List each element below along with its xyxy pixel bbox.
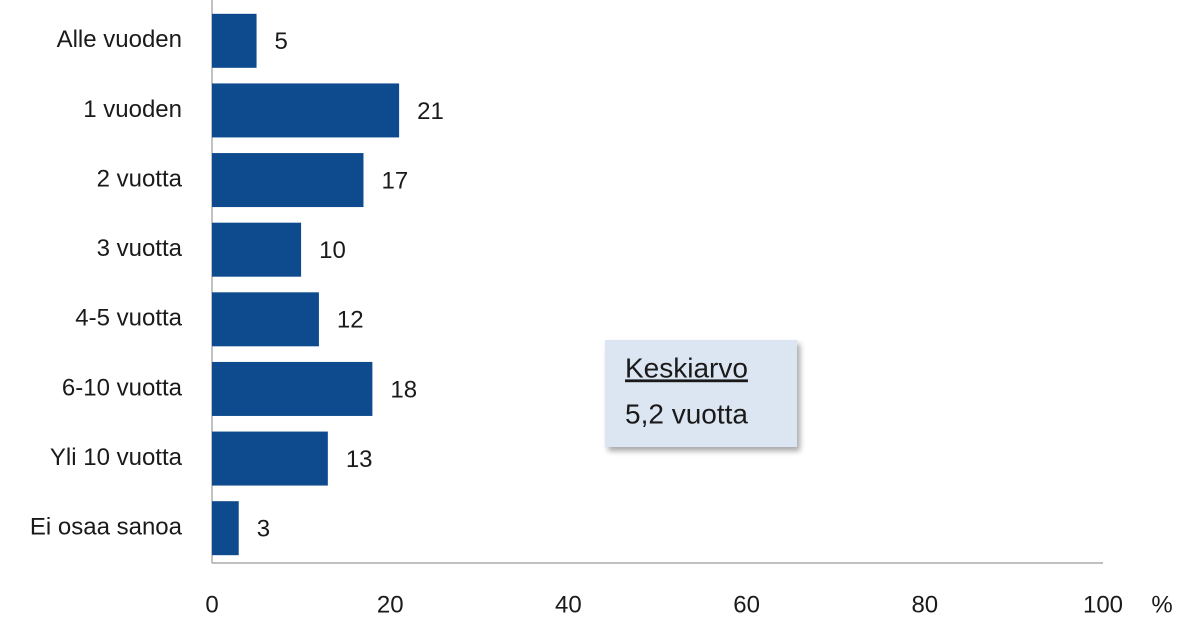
bar — [212, 361, 373, 416]
data-label: 5 — [275, 28, 288, 55]
bar — [212, 153, 364, 208]
data-label: 18 — [390, 376, 417, 403]
x-tick-label: 60 — [733, 591, 760, 618]
x-tick-label: 20 — [377, 591, 404, 618]
data-label: 12 — [337, 307, 364, 334]
y-tick-label: 2 vuotta — [97, 165, 183, 192]
bar — [212, 83, 400, 138]
bar — [212, 501, 239, 556]
data-label: 3 — [257, 516, 270, 543]
bar — [212, 292, 319, 347]
x-tick-label: 0 — [205, 591, 218, 618]
x-tick-label: 40 — [555, 591, 582, 618]
x-axis-label: % — [1151, 591, 1172, 618]
data-label: 13 — [346, 446, 373, 473]
x-tick-label: 80 — [911, 591, 938, 618]
x-tick-label: 100 — [1083, 591, 1123, 618]
annotation-box — [605, 340, 797, 447]
y-tick-label: 1 vuoden — [83, 96, 182, 123]
annotation-title: Keskiarvo — [625, 352, 748, 383]
data-label: 21 — [417, 98, 444, 125]
annotation-text: 5,2 vuotta — [625, 398, 748, 429]
y-tick-label: 3 vuotta — [97, 235, 183, 262]
y-tick-label: 6-10 vuotta — [62, 374, 183, 401]
bar — [212, 13, 257, 68]
y-tick-label: Yli 10 vuotta — [50, 444, 183, 471]
bar — [212, 431, 328, 486]
y-tick-label: 4-5 vuotta — [75, 305, 182, 332]
bar — [212, 222, 302, 277]
y-tick-label: Alle vuoden — [57, 26, 182, 53]
data-label: 17 — [381, 167, 408, 194]
y-tick-label: Ei osaa sanoa — [30, 514, 183, 541]
data-label: 10 — [319, 237, 346, 264]
